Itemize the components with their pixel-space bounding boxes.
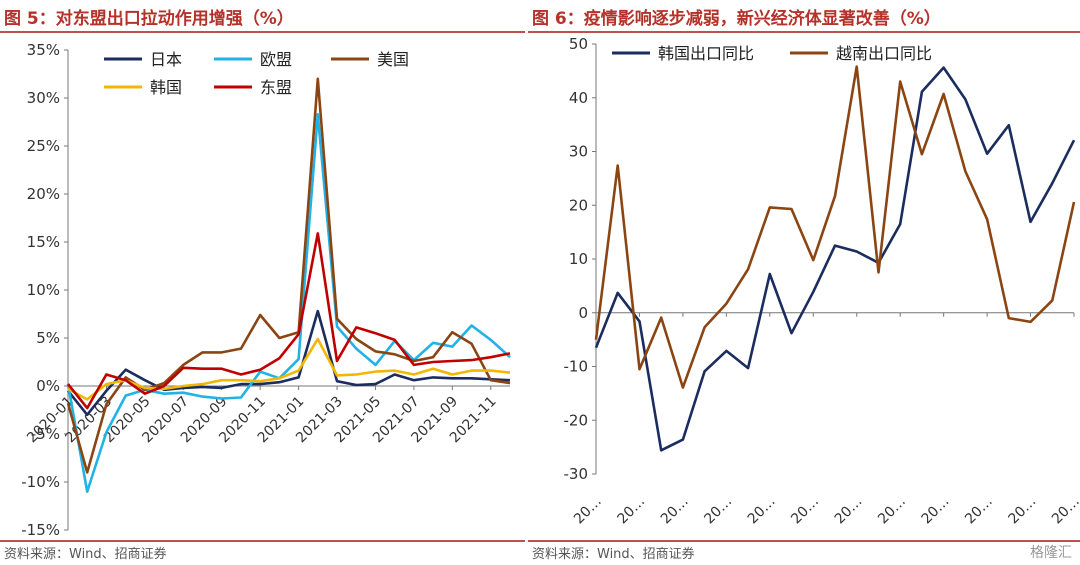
right-chart-svg: -30 -20 -10 0 10 20 30 40 50 20… 20… 20… 20… 20… 20… 20… — [564, 35, 1080, 528]
y-tick-label: 25% — [27, 137, 60, 155]
y-tick-label: 10 — [569, 250, 588, 268]
y-tick-label: 5% — [36, 329, 60, 347]
series-line-欧盟 — [66, 113, 511, 493]
x-tick-label: 20… — [571, 494, 605, 528]
right-source-divider — [528, 540, 1080, 542]
legend-label: 欧盟 — [260, 50, 292, 69]
y-tick-label: 0 — [578, 304, 588, 322]
right-chart-title: 图 6：疫情影响逐步减弱，新兴经济体显著改善（%） — [532, 9, 941, 29]
right-title-divider — [528, 31, 1080, 33]
left-source-divider — [0, 540, 525, 542]
left-source-note: 资料来源：Wind、招商证券 — [4, 547, 167, 562]
legend-label: 韩国出口同比 — [658, 44, 754, 63]
legend-label: 日本 — [150, 50, 182, 69]
legend-label: 美国 — [377, 50, 409, 69]
series-line-日本 — [66, 309, 511, 417]
y-tick-label: 10% — [27, 281, 60, 299]
y-tick-label: 20% — [27, 185, 60, 203]
x-tick-label: 20… — [788, 494, 822, 528]
series-line-东盟 — [66, 232, 511, 410]
x-tick-label: 20… — [745, 494, 779, 528]
x-tick-label: 20… — [658, 494, 692, 528]
series-line-韩国出口同比 — [594, 66, 1076, 452]
legend-label: 东盟 — [260, 78, 292, 97]
left-chart-svg: -15%-10%-5%0%5%10%15%20%25%30%35%2020-01… — [21, 41, 511, 539]
x-tick-label: 20… — [962, 494, 996, 528]
y-tick-label: 15% — [27, 233, 60, 251]
y-tick-label: 30 — [569, 143, 588, 161]
x-tick-label: 20… — [701, 494, 735, 528]
x-tick-label: 20… — [875, 494, 909, 528]
right-chart-panel: 图 6：疫情影响逐步减弱，新兴经济体显著改善（%） -30 -20 -10 0 10 20… — [528, 0, 1080, 565]
y-tick-label: 35% — [27, 41, 60, 59]
x-tick-label: 20… — [614, 494, 648, 528]
y-tick-label: -10% — [21, 473, 60, 491]
series-line-韩国 — [67, 337, 511, 401]
y-tick-label: 20 — [569, 196, 588, 214]
y-tick-label: -10 — [564, 358, 589, 376]
y-tick-label: -5% — [31, 425, 60, 443]
left-title-divider — [0, 31, 525, 33]
y-tick-label: 0% — [36, 377, 60, 395]
x-tick-label: 20… — [1049, 494, 1080, 528]
x-tick-label: 20… — [1006, 494, 1040, 528]
y-tick-label: -30 — [564, 465, 589, 483]
y-tick-label: 50 — [569, 35, 588, 53]
y-tick-label: 30% — [27, 89, 60, 107]
left-chart-title: 图 5：对东盟出口拉动作用增强（%） — [4, 9, 294, 29]
y-tick-label: -15% — [21, 521, 60, 539]
x-tick-label: 20… — [919, 494, 953, 528]
right-source-note: 资料来源：Wind、招商证券 — [532, 547, 695, 562]
y-tick-label: 40 — [569, 89, 588, 107]
left-chart-panel: 图 5：对东盟出口拉动作用增强（%） -15% -10% -5% 0% 5% 10% 15%… — [0, 0, 525, 565]
watermark-logo: 格隆汇 — [1030, 545, 1072, 561]
series-line-越南出口同比 — [594, 65, 1076, 389]
legend-label: 韩国 — [150, 78, 182, 97]
y-tick-label: -20 — [564, 411, 589, 429]
x-tick-label: 20… — [832, 494, 866, 528]
legend-label: 越南出口同比 — [836, 44, 932, 63]
